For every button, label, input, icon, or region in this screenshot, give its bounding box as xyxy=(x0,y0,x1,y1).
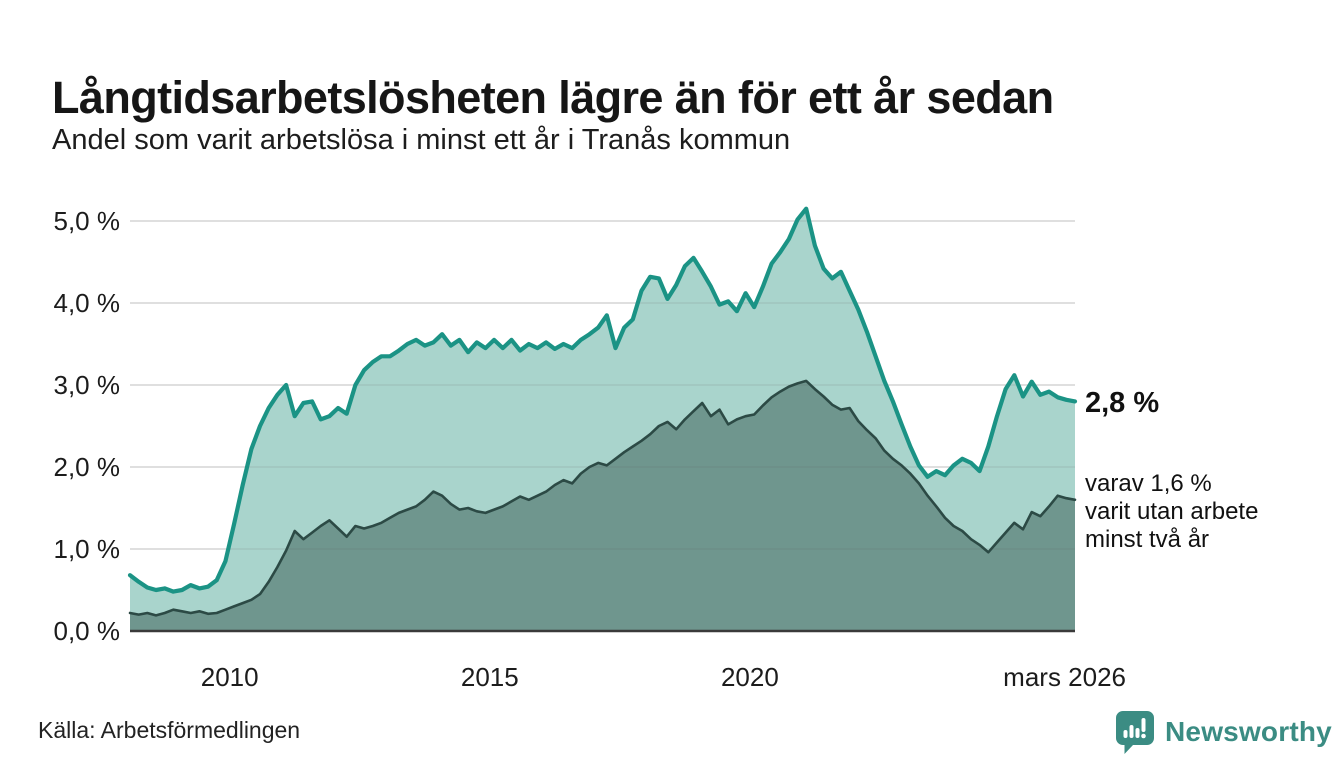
x-axis-tick-label: 2015 xyxy=(461,662,519,692)
secondary-annotation-line2: varit utan arbete xyxy=(1085,498,1259,525)
newsworthy-wordmark: Newsworthy xyxy=(1165,716,1332,747)
y-axis-tick-label: 4,0 % xyxy=(54,288,121,318)
y-axis-tick-label: 0,0 % xyxy=(54,616,121,646)
x-axis-tick-label: 2020 xyxy=(721,662,779,692)
page-title: Långtidsarbetslösheten lägre än för ett … xyxy=(52,72,1054,124)
x-axis-tick-label: 2010 xyxy=(201,662,259,692)
secondary-annotation-line3: minst två år xyxy=(1085,526,1210,553)
newsworthy-logo: Newsworthy xyxy=(1114,708,1332,756)
chart-subtitle: Andel som varit arbetslösa i minst ett å… xyxy=(52,124,791,156)
x-axis-tick-label: mars 2026 xyxy=(1003,662,1126,692)
y-axis-tick-label: 2,0 % xyxy=(54,452,121,482)
area-unemployed-two-years xyxy=(130,380,1075,631)
latest-value-label: 2,8 % xyxy=(1085,387,1160,419)
secondary-annotation: varav 1,6 % varit utan arbete minst två … xyxy=(1085,470,1258,554)
y-axis-tick-label: 1,0 % xyxy=(54,534,121,564)
newsworthy-bubble-chart-icon xyxy=(1116,711,1154,754)
y-axis-tick-label: 3,0 % xyxy=(54,370,121,400)
line-unemployed-one-year xyxy=(127,206,1078,594)
line-unemployed-two-years xyxy=(128,379,1077,617)
y-axis-tick-label: 5,0 % xyxy=(54,206,121,236)
secondary-annotation-line1: varav 1,6 % xyxy=(1085,470,1212,497)
area-chart: 0,0 % 1,0 % 2,0 % 3,0 % 4,0 % 5,0 % 2010 2015 20… xyxy=(54,206,1127,692)
source-note: Källa: Arbetsförmedlingen xyxy=(38,717,301,743)
